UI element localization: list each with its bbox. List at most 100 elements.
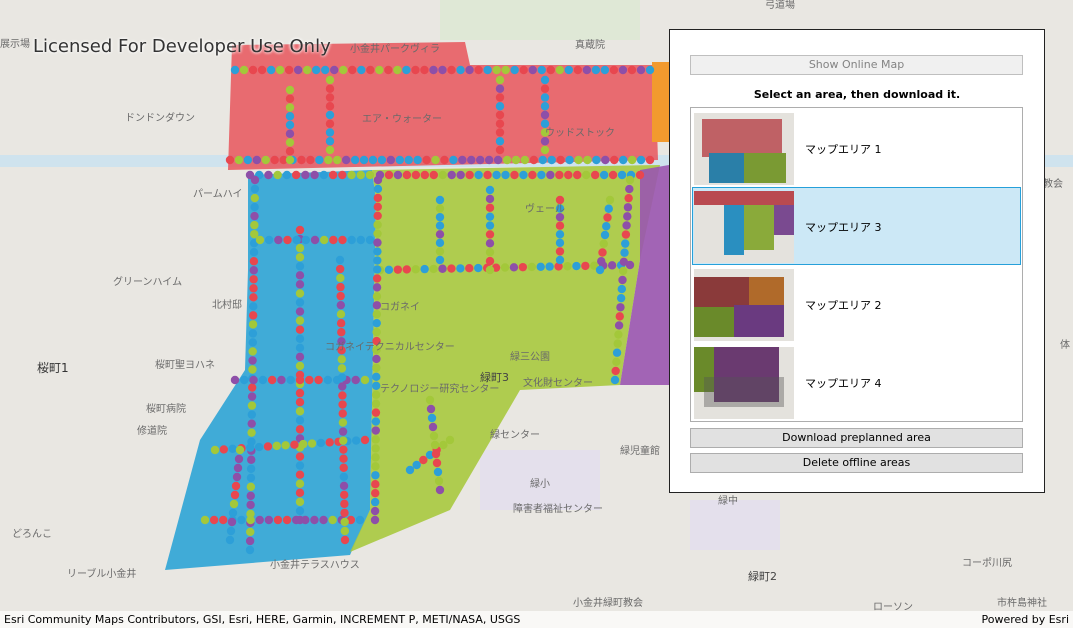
map-point [339, 65, 348, 75]
map-point [519, 65, 528, 75]
map-point [284, 65, 294, 75]
map-point [456, 264, 465, 273]
map-point [495, 75, 505, 85]
map-point [329, 235, 338, 245]
map-point [295, 262, 305, 271]
map-point [449, 155, 458, 165]
map-point [356, 235, 366, 245]
map-point [555, 230, 565, 239]
map-point [335, 255, 345, 265]
map-label: 緑町3 [480, 370, 509, 384]
map-point [295, 497, 305, 507]
map-point [266, 65, 276, 75]
map-point [341, 155, 351, 165]
map-point [246, 473, 256, 483]
map-point [435, 195, 445, 205]
map-point [285, 138, 295, 147]
map-point [435, 221, 445, 230]
map-point [623, 203, 633, 212]
map-point [537, 65, 546, 75]
show-online-map-button[interactable]: Show Online Map [690, 55, 1023, 75]
map-point [564, 170, 573, 180]
area-item[interactable]: マップエリア 1 [692, 109, 1021, 187]
map-point [429, 431, 439, 441]
map-point [249, 275, 258, 284]
map-point [261, 155, 270, 165]
map-point [351, 436, 361, 445]
map-point [336, 300, 346, 310]
map-label: ドンドンダウン [125, 111, 195, 124]
map-point [495, 102, 505, 111]
delete-button[interactable]: Delete offline areas [690, 453, 1023, 473]
map-point [295, 334, 305, 343]
map-point [338, 400, 347, 409]
map-point [485, 212, 495, 221]
map-point [239, 65, 249, 75]
area-purple [620, 165, 669, 385]
map-point [456, 170, 465, 180]
map-point [483, 170, 492, 180]
map-point [360, 435, 370, 445]
map-point [370, 497, 380, 507]
map-point [456, 65, 465, 75]
map-point [295, 243, 305, 253]
map-point [295, 397, 305, 407]
map-point [582, 65, 592, 75]
area-item[interactable]: マップエリア 2 [692, 265, 1021, 343]
map-point [422, 155, 431, 165]
map-point [335, 264, 345, 274]
map-label: 障害者福祉センター [513, 502, 603, 515]
attribution: Esri Community Maps Contributors, GSI, E… [4, 613, 521, 626]
map-point [356, 170, 365, 180]
map-point [485, 185, 495, 195]
map-label: 真蔵院 [575, 38, 605, 51]
map-point [495, 93, 505, 102]
map-point [612, 357, 621, 367]
map-point [555, 170, 564, 180]
map-point [402, 170, 412, 180]
map-point [330, 65, 339, 75]
map-point [250, 175, 260, 185]
map-label: パームハイ [193, 188, 243, 200]
area-item[interactable]: マップエリア 4 [692, 343, 1021, 421]
map-point [337, 346, 346, 355]
map-point [372, 372, 381, 382]
map-point [402, 265, 411, 274]
map-point [371, 444, 380, 453]
map-point [622, 221, 631, 230]
map-point [411, 170, 421, 180]
map-point [438, 264, 447, 273]
map-point [368, 155, 378, 165]
map-point [246, 509, 255, 519]
map-point [373, 184, 383, 194]
map-point [248, 365, 257, 374]
map-point [602, 222, 611, 231]
map-point [336, 291, 345, 301]
map-point [285, 147, 295, 156]
map-point [492, 65, 501, 75]
thumbnail [694, 191, 794, 263]
park [440, 0, 640, 40]
map-point [248, 65, 258, 75]
map-label: 緑センター [490, 428, 540, 441]
map-point [338, 170, 347, 180]
map-point [612, 348, 622, 357]
area-item[interactable]: マップエリア 3 [692, 187, 1021, 265]
map-label: グリーンハイム [113, 275, 182, 288]
download-button[interactable]: Download preplanned area [690, 428, 1023, 448]
map-point [350, 155, 360, 165]
map-point [325, 102, 335, 111]
map-point [359, 155, 369, 165]
map-point [581, 261, 590, 271]
map-point [528, 170, 537, 180]
map-point [285, 94, 295, 103]
map-point [483, 65, 492, 75]
map-point [225, 535, 235, 545]
map-point [333, 155, 342, 165]
map-point [295, 388, 305, 398]
map-point [510, 65, 519, 75]
map-point [434, 476, 444, 486]
map-point [310, 235, 320, 245]
map-point [258, 375, 268, 385]
map-point [295, 416, 305, 425]
